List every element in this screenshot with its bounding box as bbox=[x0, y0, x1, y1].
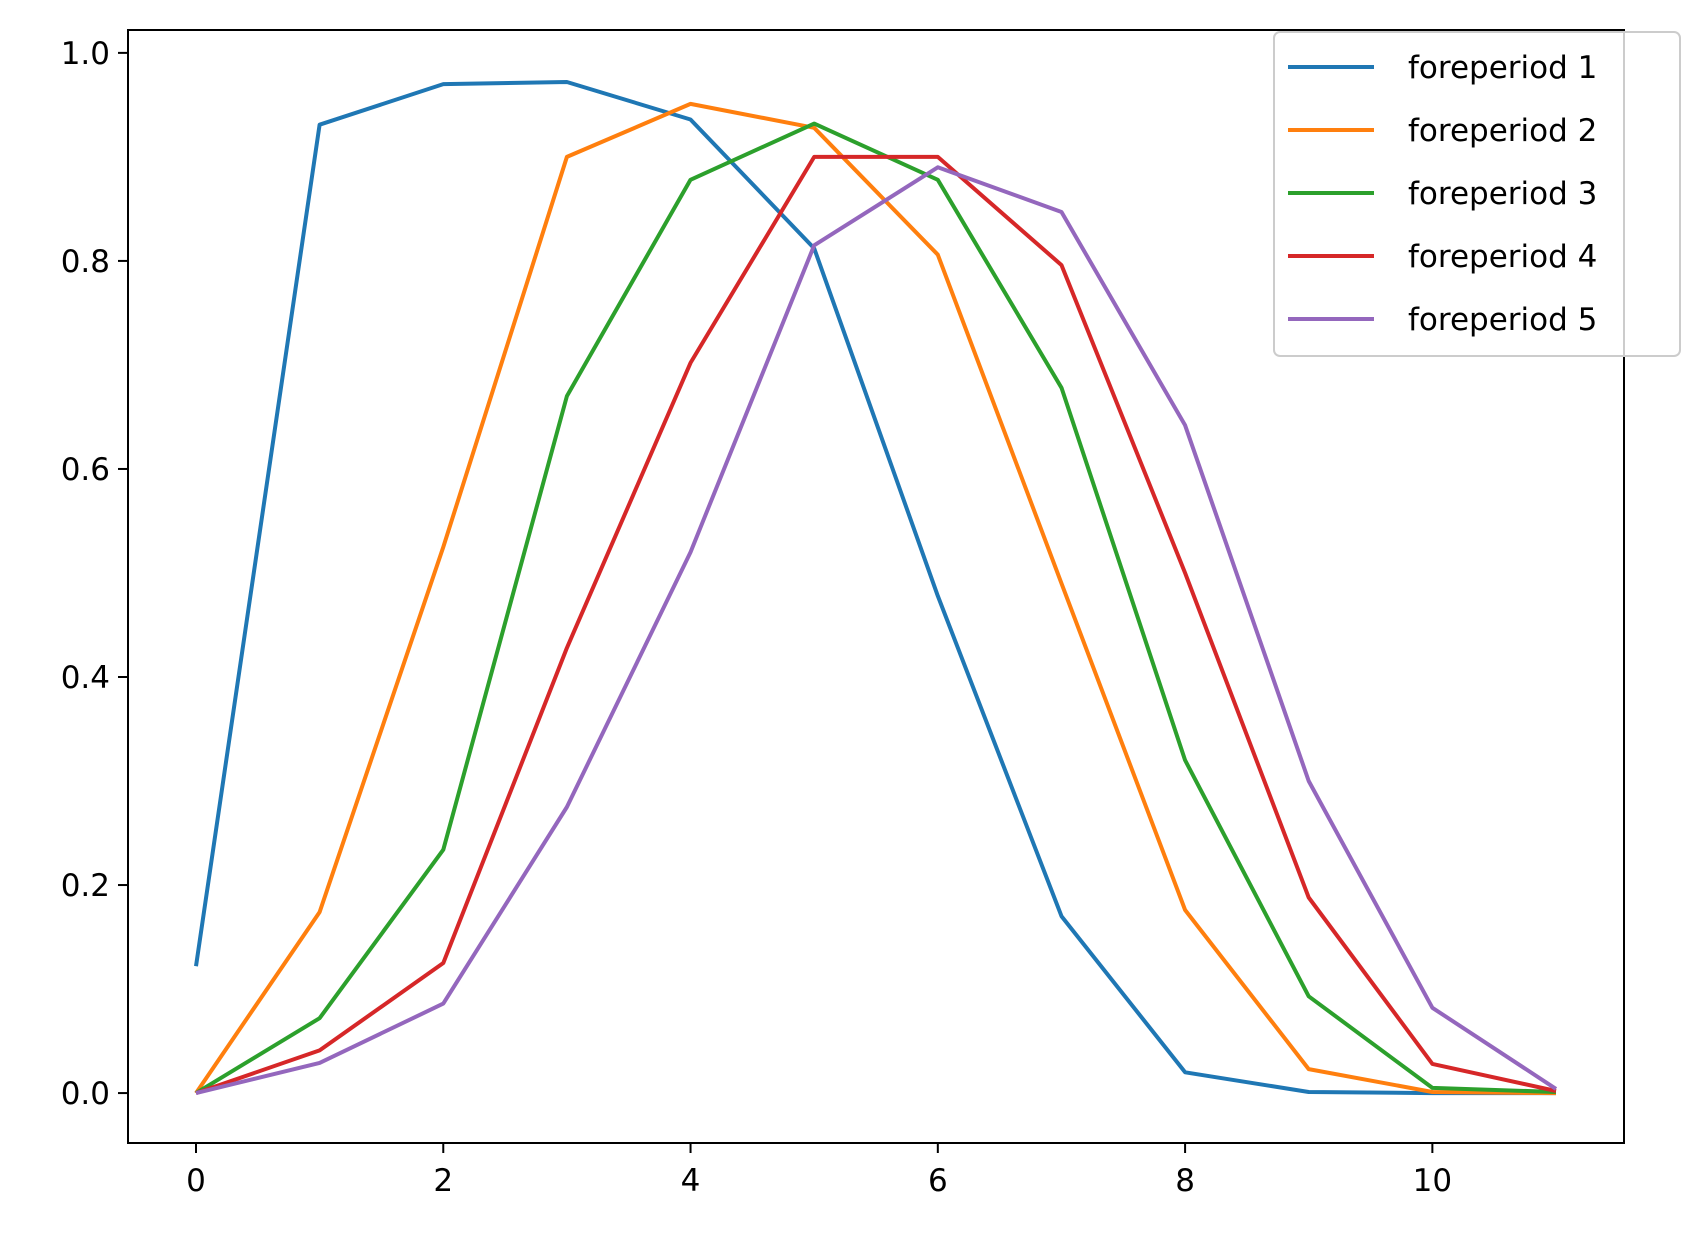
series-line-2 bbox=[194, 101, 1557, 1096]
legend-label-3: foreperiod 3 bbox=[1408, 176, 1597, 212]
y-tick-label: 0.4 bbox=[61, 660, 110, 696]
x-tick-label: 4 bbox=[681, 1163, 701, 1199]
x-tick-label: 0 bbox=[186, 1163, 206, 1199]
plot-area-frame bbox=[127, 29, 1625, 1144]
legend-label-2: foreperiod 2 bbox=[1408, 113, 1597, 149]
series-line-1 bbox=[194, 80, 1556, 1096]
legend: foreperiod 1 foreperiod 2 foreperiod 3 fore… bbox=[1273, 31, 1681, 357]
x-axis: 0 2 4 6 8 10 bbox=[186, 1143, 1452, 1199]
y-tick-label: 0.8 bbox=[61, 244, 110, 280]
legend-label-1: foreperiod 1 bbox=[1408, 50, 1597, 86]
x-tick-label: 10 bbox=[1413, 1163, 1452, 1199]
legend-label-4: foreperiod 4 bbox=[1408, 239, 1597, 275]
x-tick-label: 6 bbox=[928, 1163, 948, 1199]
series-layer bbox=[194, 80, 1558, 1096]
y-tick-label: 0.2 bbox=[61, 868, 110, 904]
y-tick-label: 0.6 bbox=[61, 452, 110, 488]
y-tick-label: 1.0 bbox=[61, 36, 110, 72]
series-line-5 bbox=[195, 165, 1558, 1096]
x-tick-label: 2 bbox=[433, 1163, 453, 1199]
y-tick-label: 0.0 bbox=[61, 1076, 110, 1112]
legend-box bbox=[1273, 31, 1681, 357]
series-line-4 bbox=[195, 154, 1557, 1095]
legend-label-5: foreperiod 5 bbox=[1408, 302, 1597, 338]
series-line-3 bbox=[194, 121, 1557, 1095]
x-tick-label: 8 bbox=[1175, 1163, 1195, 1199]
y-axis: 0.0 0.2 0.4 0.6 0.8 1.0 bbox=[61, 36, 128, 1112]
